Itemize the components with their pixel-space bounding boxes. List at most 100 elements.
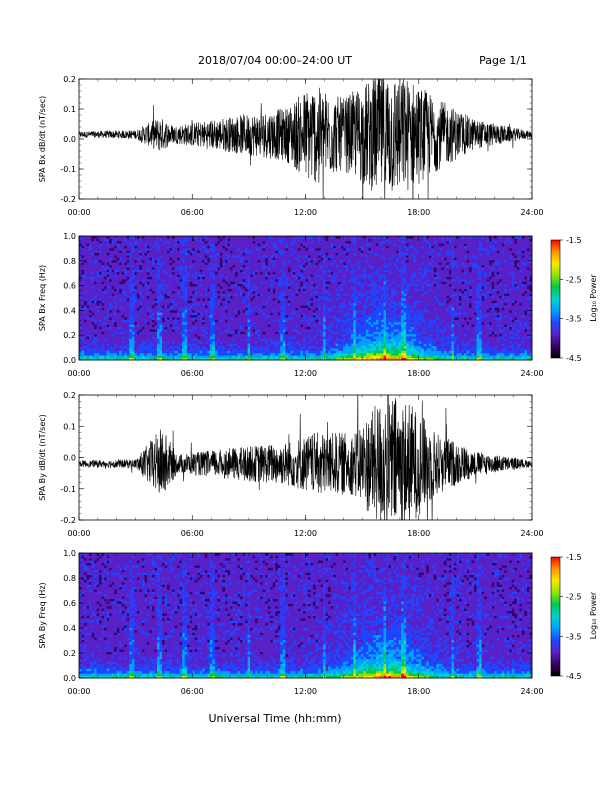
spectrogram-cell: [79, 341, 82, 344]
spectrogram-cell: [172, 339, 175, 342]
spectrogram-cell: [119, 260, 122, 263]
spectrogram-cell: [122, 298, 125, 301]
spectrogram-cell: [160, 281, 163, 284]
spectrogram-cell: [134, 343, 137, 346]
spectrogram-cell: [97, 274, 100, 277]
spectrogram-cell: [175, 281, 178, 284]
spectrogram-cell: [172, 331, 175, 334]
spectrogram-cell: [124, 243, 127, 246]
spectrogram-cell: [157, 248, 160, 251]
spectrogram-cell: [142, 350, 145, 353]
spectrogram-cell: [172, 269, 175, 272]
spectrogram-cell: [87, 257, 90, 260]
spectrogram-cell: [119, 350, 122, 353]
spectrogram-cell: [84, 327, 87, 330]
spectrogram-cell: [94, 277, 97, 280]
spectrogram-cell: [129, 265, 132, 268]
spectrogram-cell: [79, 300, 82, 303]
spectrogram-cell: [139, 248, 142, 251]
spectrogram-cell: [117, 336, 120, 339]
spectrogram-cell: [94, 243, 97, 246]
spectrogram-cell: [127, 341, 130, 344]
spectrogram-cell: [127, 327, 130, 330]
spectrogram-cell: [149, 348, 152, 351]
spectrogram-cell: [87, 243, 90, 246]
spectrogram-cell: [89, 303, 92, 306]
spectrogram-cell: [107, 236, 110, 239]
spectrogram-cell: [124, 257, 127, 260]
spectrogram-cell: [89, 257, 92, 260]
spectrogram-cell: [132, 336, 135, 339]
spectrogram-cell: [152, 272, 155, 275]
spectrogram-cell: [84, 284, 87, 287]
spectrogram-cell: [117, 267, 120, 270]
spectrogram-cell: [117, 343, 120, 346]
spectrogram-cell: [170, 322, 173, 325]
spectrogram-cell: [160, 303, 163, 306]
spectrogram-cell: [129, 255, 132, 258]
spectrogram-cell: [97, 324, 100, 327]
spectrogram-cell: [177, 257, 180, 260]
spectrogram-cell: [180, 310, 183, 313]
spectrogram-cell: [109, 336, 112, 339]
spectrogram-cell: [104, 267, 107, 270]
spectrogram-cell: [104, 336, 107, 339]
spectrogram-cell: [162, 300, 165, 303]
spectrogram-cell: [82, 312, 85, 315]
spectrogram-cell: [162, 262, 165, 265]
spectrogram-cell: [142, 336, 145, 339]
spectrogram-cell: [167, 350, 170, 353]
spectrogram-cell: [157, 269, 160, 272]
spectrogram-cell: [122, 241, 125, 244]
spectrogram-cell: [97, 317, 100, 320]
spectrogram-cell: [137, 346, 140, 349]
spectrogram-cell: [167, 238, 170, 241]
spectrogram-cell: [94, 334, 97, 337]
spectrogram-cell: [87, 341, 90, 344]
spectrogram-cell: [82, 327, 85, 330]
spectrogram-cell: [112, 236, 115, 239]
x-tick-label: 18:00: [407, 208, 430, 217]
spectrogram-cell: [112, 238, 115, 241]
spectrogram-cell: [139, 319, 142, 322]
x-tick-label: 00:00: [67, 208, 90, 217]
spectrogram-cell: [160, 355, 163, 358]
spectrogram-cell: [175, 253, 178, 256]
spectrogram-cell: [99, 269, 102, 272]
spectrogram-cell: [114, 265, 117, 268]
spectrogram-cell: [79, 272, 82, 275]
spectrogram-cell: [177, 250, 180, 253]
spectrogram-cell: [87, 303, 90, 306]
spectrogram-cell: [114, 281, 117, 284]
spectrogram-cell: [117, 312, 120, 315]
spectrogram-cell: [147, 293, 150, 296]
spectrogram-cell: [127, 274, 130, 277]
spectrogram-cell: [99, 241, 102, 244]
spectrogram-cell: [132, 281, 135, 284]
spectrogram-cell: [107, 255, 110, 258]
spectrogram-cell: [180, 317, 183, 320]
spectrogram-cell: [114, 334, 117, 337]
spectrogram-cell: [139, 339, 142, 342]
spectrogram-cell: [170, 339, 173, 342]
spectrogram-cell: [107, 312, 110, 315]
spectrogram-cell: [137, 269, 140, 272]
spectrogram-cell: [102, 269, 105, 272]
spectrogram-cell: [94, 253, 97, 256]
spectrogram-cell: [180, 274, 183, 277]
spectrogram-cell: [87, 353, 90, 356]
spectrogram-cell: [127, 296, 130, 299]
spectrogram-cell: [160, 341, 163, 344]
spectrogram-cell: [119, 355, 122, 358]
spectrogram-cell: [102, 353, 105, 356]
spectrogram-cell: [177, 293, 180, 296]
spectrogram-cell: [142, 296, 145, 299]
spectrogram-cell: [102, 339, 105, 342]
spectrogram-cell: [132, 288, 135, 291]
spectrogram-cell: [180, 319, 183, 322]
spectrogram-cell: [99, 331, 102, 334]
spectrogram-cell: [167, 265, 170, 268]
spectrogram-cell: [109, 250, 112, 253]
spectrogram-cell: [147, 300, 150, 303]
spectrogram-cell: [107, 243, 110, 246]
